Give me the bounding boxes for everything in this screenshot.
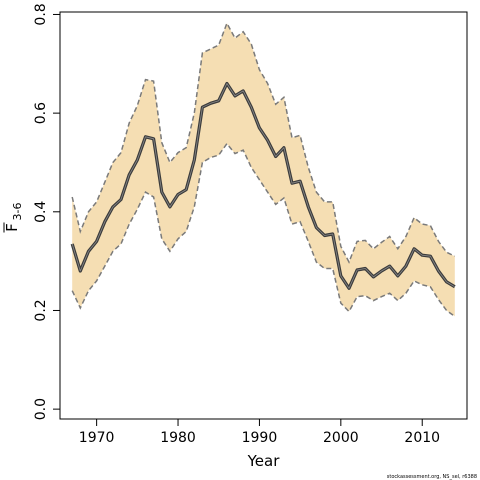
confidence-band — [72, 23, 455, 317]
y-tick-label: 0.2 — [33, 299, 49, 321]
y-axis-title-subscript: 3-6 — [11, 203, 24, 221]
y-tick-label: 0.0 — [33, 398, 49, 420]
x-tick-label: 1990 — [242, 430, 278, 446]
y-tick-label: 0.4 — [33, 201, 49, 223]
x-axis: 1970 1980 1990 2000 2010 — [79, 418, 440, 446]
y-tick-label: 0.6 — [33, 102, 49, 124]
y-axis-title-main: F — [3, 223, 21, 232]
x-axis-title: Year — [247, 452, 281, 470]
x-tick-label: 1980 — [160, 430, 196, 446]
x-tick-label: 2000 — [323, 430, 359, 446]
x-tick-label: 2010 — [404, 430, 440, 446]
y-tick-label: 0.8 — [33, 3, 49, 25]
upper-bound-line — [71, 21, 456, 264]
x-tick-label: 1970 — [79, 430, 115, 446]
plot-layer — [70, 21, 456, 318]
y-axis-title: F 3-6 — [3, 203, 24, 233]
lower-bound-line — [71, 142, 456, 318]
estimate-line — [71, 83, 456, 289]
y-axis: 0.0 0.2 0.4 0.6 0.8 — [33, 3, 61, 420]
source-watermark: stockassessment.org, NS_sel, r6388 — [387, 474, 477, 480]
